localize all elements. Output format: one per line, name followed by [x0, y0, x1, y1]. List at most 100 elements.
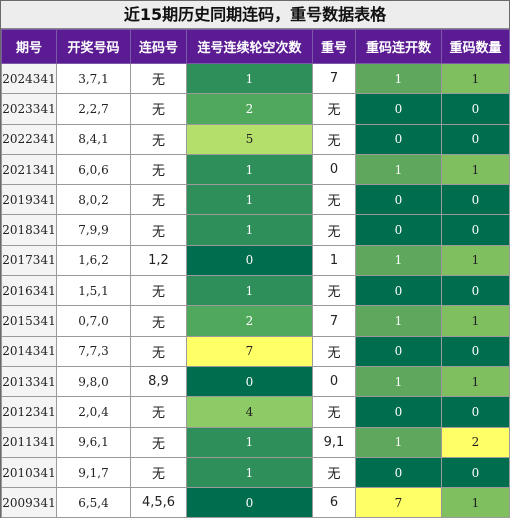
- cell-repeat-count: 0: [441, 275, 510, 307]
- table-title: 近15期历史同期连码，重号数据表格: [1, 1, 509, 29]
- cell-numbers: 8,0,2: [56, 184, 131, 216]
- cell-consecutive: 无: [130, 275, 187, 307]
- cell-repeat: 6: [312, 487, 356, 518]
- cell-repeat: 1: [312, 244, 356, 277]
- cell-consecutive: 无: [130, 184, 187, 216]
- cell-repeat: 无: [312, 93, 356, 125]
- cell-numbers: 0,7,0: [56, 305, 131, 337]
- cell-repeat-streak: 1: [355, 426, 442, 458]
- cell-issue: 2013341: [1, 365, 57, 398]
- cell-numbers: 6,5,4: [56, 487, 131, 518]
- table-row: 2022341 8,4,1 无 5 无 0 0: [1, 123, 510, 155]
- cell-consecutive: 8,9: [130, 365, 187, 398]
- cell-gap: 1: [186, 184, 313, 216]
- cell-repeat-streak: 0: [355, 123, 442, 155]
- cell-numbers: 6,0,6: [56, 153, 131, 186]
- col-header-numbers: 开奖号码: [56, 29, 131, 64]
- cell-repeat-count: 0: [441, 93, 510, 125]
- col-header-gap: 连号连续轮空次数: [186, 29, 313, 64]
- cell-repeat-count: 0: [441, 456, 510, 489]
- cell-repeat: 0: [312, 153, 356, 186]
- col-header-repeat: 重号: [312, 29, 356, 64]
- table-row: 2013341 9,8,0 8,9 0 0 1 1: [1, 365, 510, 398]
- cell-issue: 2021341: [1, 153, 57, 186]
- cell-consecutive: 无: [130, 335, 187, 367]
- col-header-repeat-streak: 重码连开数: [355, 29, 442, 64]
- cell-gap: 7: [186, 335, 313, 367]
- cell-numbers: 9,6,1: [56, 426, 131, 458]
- cell-repeat: 7: [312, 62, 356, 95]
- cell-repeat-count: 0: [441, 184, 510, 216]
- table-row: 2015341 0,7,0 无 2 7 1 1: [1, 305, 510, 337]
- cell-repeat: 无: [312, 123, 356, 155]
- cell-repeat-streak: 0: [355, 184, 442, 216]
- cell-issue: 2012341: [1, 396, 57, 428]
- cell-gap: 1: [186, 153, 313, 186]
- cell-gap: 0: [186, 244, 313, 277]
- cell-issue: 2017341: [1, 244, 57, 277]
- cell-repeat: 无: [312, 214, 356, 246]
- cell-repeat: 无: [312, 456, 356, 489]
- cell-gap: 1: [186, 426, 313, 458]
- cell-issue: 2009341: [1, 487, 57, 518]
- cell-repeat-streak: 1: [355, 62, 442, 95]
- cell-issue: 2023341: [1, 93, 57, 125]
- cell-repeat-count: 1: [441, 153, 510, 186]
- cell-repeat-count: 1: [441, 305, 510, 337]
- cell-consecutive: 无: [130, 62, 187, 95]
- table-row: 2021341 6,0,6 无 1 0 1 1: [1, 153, 510, 186]
- history-table: 期号 开奖号码 连码号 连号连续轮空次数 重号 重码连开数 重码数量 20243…: [1, 29, 510, 518]
- cell-consecutive: 1,2: [130, 244, 187, 277]
- cell-consecutive: 无: [130, 396, 187, 428]
- cell-repeat-count: 1: [441, 62, 510, 95]
- cell-numbers: 2,2,7: [56, 93, 131, 125]
- cell-issue: 2016341: [1, 275, 57, 307]
- cell-gap: 1: [186, 62, 313, 95]
- table-row: 2009341 6,5,4 4,5,6 0 6 7 1: [1, 487, 510, 518]
- cell-numbers: 7,7,3: [56, 335, 131, 367]
- table-row: 2014341 7,7,3 无 7 无 0 0: [1, 335, 510, 367]
- cell-repeat-count: 0: [441, 214, 510, 246]
- table-row: 2010341 9,1,7 无 1 无 0 0: [1, 456, 510, 489]
- cell-repeat-streak: 1: [355, 153, 442, 186]
- cell-gap: 5: [186, 123, 313, 155]
- cell-repeat: 无: [312, 335, 356, 367]
- cell-gap: 1: [186, 275, 313, 307]
- cell-repeat-count: 1: [441, 244, 510, 277]
- cell-consecutive: 无: [130, 153, 187, 186]
- cell-consecutive: 无: [130, 456, 187, 489]
- cell-gap: 0: [186, 487, 313, 518]
- col-header-consecutive: 连码号: [130, 29, 187, 64]
- cell-numbers: 8,4,1: [56, 123, 131, 155]
- cell-issue: 2022341: [1, 123, 57, 155]
- cell-numbers: 9,8,0: [56, 365, 131, 398]
- cell-issue: 2011341: [1, 426, 57, 458]
- cell-repeat-streak: 1: [355, 365, 442, 398]
- table-row: 2012341 2,0,4 无 4 无 0 0: [1, 396, 510, 428]
- table-row: 2016341 1,5,1 无 1 无 0 0: [1, 275, 510, 307]
- table-body: 2024341 3,7,1 无 1 7 1 1 2023341 2,2,7 无 2 无 0 0 202234…: [1, 62, 510, 518]
- cell-consecutive: 无: [130, 426, 187, 458]
- cell-gap: 2: [186, 305, 313, 337]
- cell-consecutive: 无: [130, 214, 187, 246]
- cell-gap: 2: [186, 93, 313, 125]
- cell-issue: 2010341: [1, 456, 57, 489]
- cell-consecutive: 无: [130, 123, 187, 155]
- cell-repeat-streak: 0: [355, 396, 442, 428]
- table-row: 2024341 3,7,1 无 1 7 1 1: [1, 62, 510, 95]
- cell-repeat-streak: 7: [355, 487, 442, 518]
- cell-consecutive: 无: [130, 93, 187, 125]
- table-row: 2023341 2,2,7 无 2 无 0 0: [1, 93, 510, 125]
- cell-repeat: 9,1: [312, 426, 356, 458]
- cell-numbers: 3,7,1: [56, 62, 131, 95]
- cell-repeat: 无: [312, 184, 356, 216]
- header-row: 期号 开奖号码 连码号 连号连续轮空次数 重号 重码连开数 重码数量: [1, 29, 510, 64]
- cell-repeat: 无: [312, 275, 356, 307]
- cell-consecutive: 4,5,6: [130, 487, 187, 518]
- cell-issue: 2018341: [1, 214, 57, 246]
- table-row: 2019341 8,0,2 无 1 无 0 0: [1, 184, 510, 216]
- cell-repeat-streak: 0: [355, 93, 442, 125]
- col-header-repeat-count: 重码数量: [441, 29, 510, 64]
- cell-gap: 0: [186, 365, 313, 398]
